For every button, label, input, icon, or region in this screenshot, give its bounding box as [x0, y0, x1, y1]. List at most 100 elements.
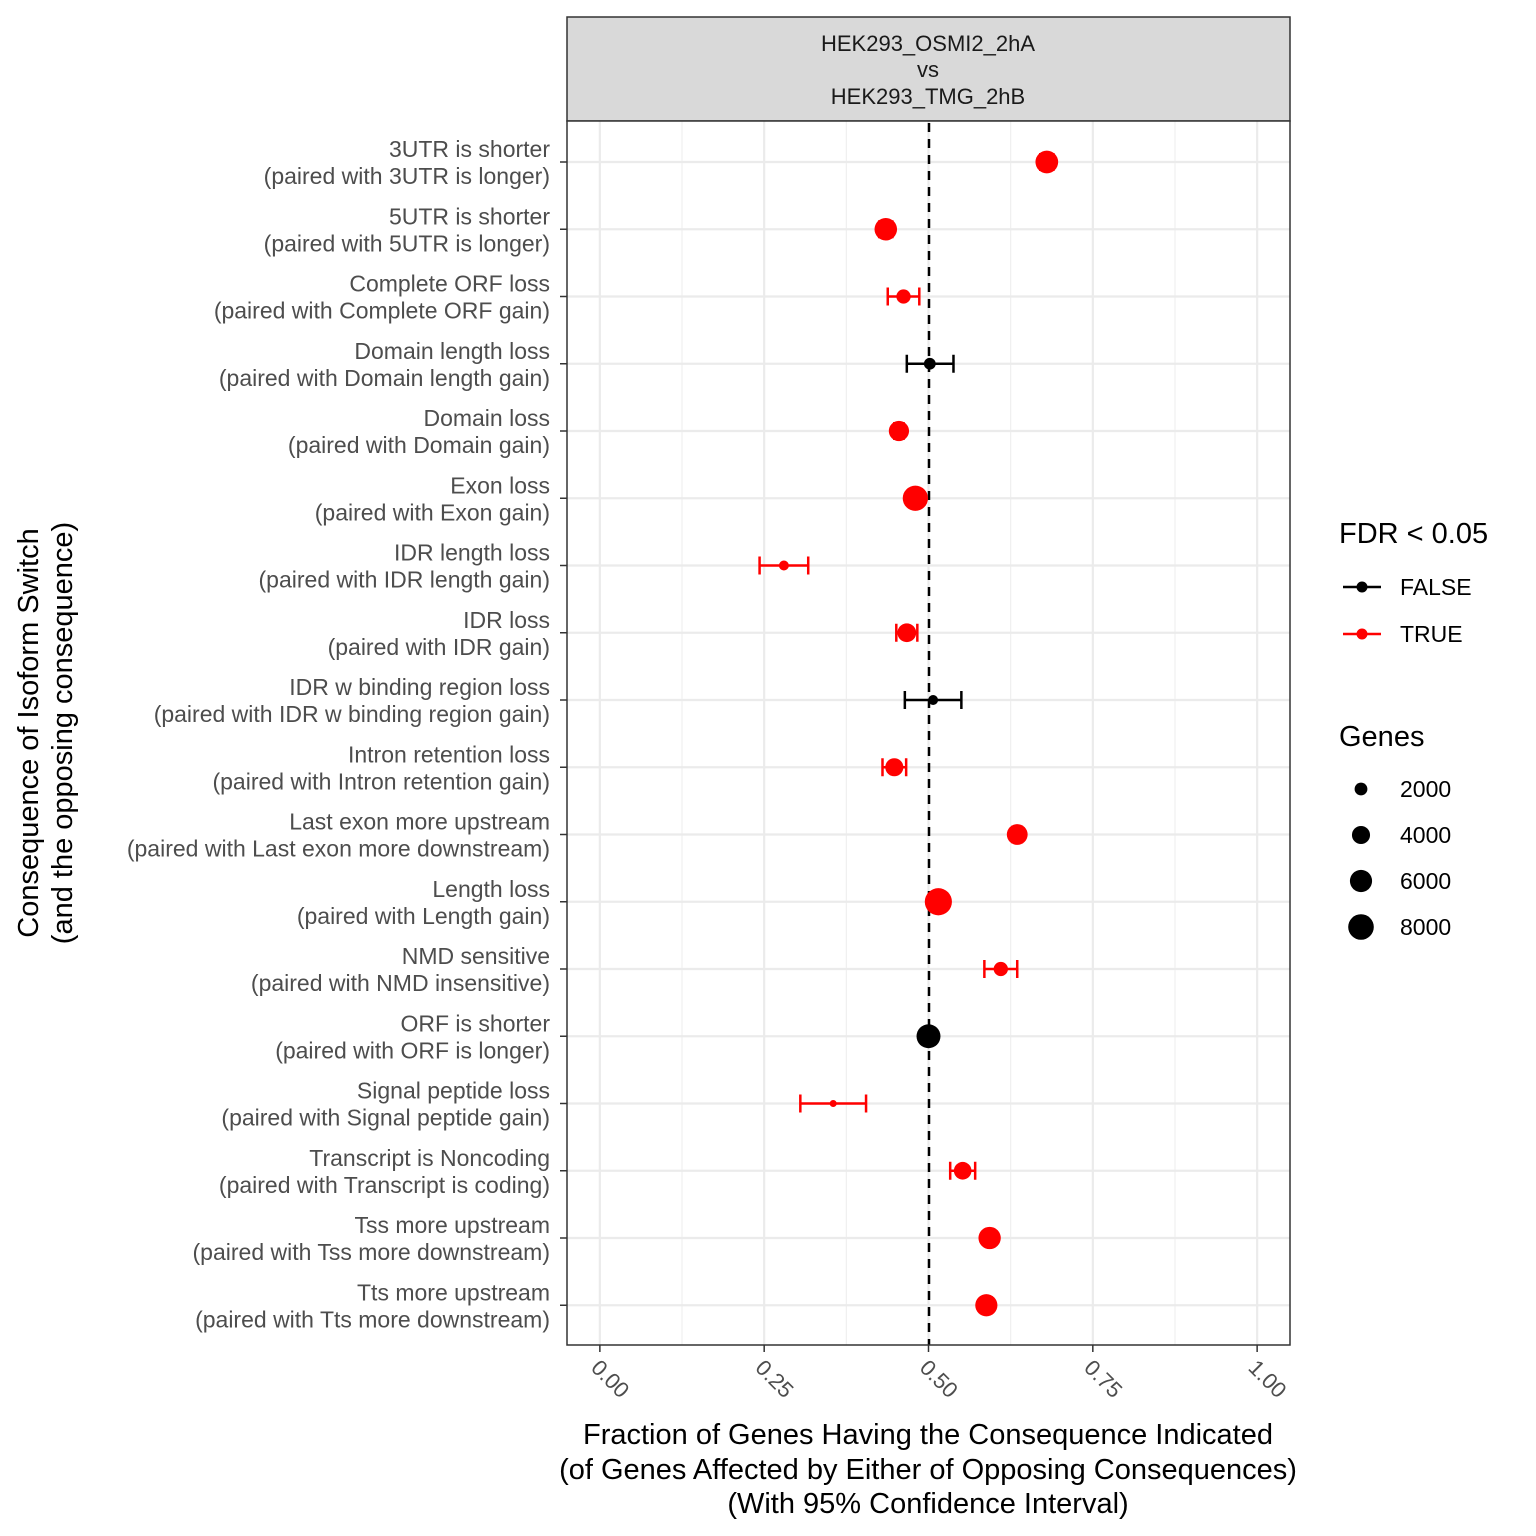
x-axis-title: Fraction of Genes Having the Consequence… — [559, 1419, 1297, 1520]
legend: FDR < 0.05 FALSE TRUE Genes 2000 4000 6000 8… — [1339, 518, 1488, 940]
legend-size-label: 4000 — [1400, 822, 1451, 848]
x-axis-title-line-1: Fraction of Genes Having the Consequence… — [583, 1419, 1273, 1451]
legend-color-key-point — [1356, 581, 1368, 593]
data-point — [902, 485, 928, 511]
data-point — [1035, 150, 1059, 174]
data-point — [916, 1024, 941, 1049]
category-sublabel: (paired with 3UTR is longer) — [264, 163, 550, 189]
facet-title-line-1: HEK293_OSMI2_2hA — [821, 31, 1035, 56]
data-point-group — [905, 354, 955, 373]
data-point — [975, 1294, 998, 1317]
category-label: IDR w binding region loss — [289, 674, 550, 700]
category-sublabel: (paired with Signal peptide gain) — [221, 1105, 550, 1131]
facet-strip: HEK293_OSMI2_2hA vs HEK293_TMG_2hB — [566, 16, 1291, 122]
category-sublabel: (paired with IDR gain) — [328, 634, 550, 660]
data-point-group — [1006, 824, 1028, 845]
legend-size-key-point — [1348, 914, 1374, 940]
y-axis-ticks: 3UTR is shorter(paired with 3UTR is long… — [127, 136, 567, 1332]
data-point-group — [978, 1226, 1001, 1250]
category-label: Domain length loss — [354, 338, 550, 364]
data-point-group — [888, 420, 910, 442]
legend-size-key-point — [1354, 782, 1368, 796]
legend-size-label: 8000 — [1400, 914, 1451, 940]
data-point — [874, 217, 898, 241]
legend-size-key-point — [1351, 825, 1371, 845]
category-label: Complete ORF loss — [349, 271, 550, 297]
data-point-group — [924, 888, 952, 916]
data-point — [829, 1099, 837, 1108]
category-label: IDR length loss — [394, 540, 550, 566]
legend-size-label: 2000 — [1400, 776, 1451, 802]
data-point-group — [975, 1294, 998, 1317]
data-point-group — [881, 758, 908, 777]
legend-size-title: Genes — [1339, 721, 1424, 753]
facet-strip-background — [566, 16, 1291, 122]
category-sublabel: (paired with Intron retention gain) — [212, 768, 550, 794]
category-sublabel: (paired with IDR w binding region gain) — [154, 701, 550, 727]
y-axis-title-line-2: (and the opposing consequence) — [47, 522, 79, 944]
category-sublabel: (paired with 5UTR is longer) — [264, 230, 550, 256]
category-sublabel: (paired with Exon gain) — [315, 499, 550, 525]
data-point-group — [758, 556, 810, 575]
x-axis-title-line-3: (With 95% Confidence Interval) — [727, 1488, 1128, 1520]
data-point — [923, 357, 936, 370]
category-label: IDR loss — [463, 607, 550, 633]
legend-color-entries: FALSE TRUE — [1343, 574, 1472, 647]
y-axis-title-line-1: Consequence of Isoform Switch — [13, 528, 45, 937]
facet-title-line-2: vs — [917, 57, 939, 82]
legend-size-label: 6000 — [1400, 868, 1451, 894]
data-point-group — [948, 1161, 977, 1180]
category-label: Last exon more upstream — [289, 809, 550, 835]
legend-color-key-point — [1356, 628, 1368, 640]
data-point-group — [916, 1024, 941, 1049]
data-point-group — [983, 960, 1019, 978]
category-label: NMD sensitive — [402, 943, 550, 969]
legend-size-entries: 2000 4000 6000 8000 — [1348, 776, 1451, 940]
category-label: Length loss — [432, 876, 550, 902]
category-label: 3UTR is shorter — [389, 136, 550, 162]
category-sublabel: (paired with NMD insensitive) — [251, 970, 550, 996]
category-sublabel: (paired with Complete ORF gain) — [214, 298, 550, 324]
data-point-group — [886, 287, 921, 306]
data-point-group — [1035, 150, 1059, 174]
category-label: Tss more upstream — [354, 1212, 550, 1238]
data-marks — [758, 150, 1059, 1317]
data-point — [953, 1161, 972, 1180]
data-point — [1006, 824, 1028, 845]
data-point-group — [874, 217, 898, 241]
legend-color-label: TRUE — [1400, 621, 1463, 647]
category-label: ORF is shorter — [400, 1010, 550, 1036]
category-label: 5UTR is shorter — [389, 203, 550, 229]
category-label: Signal peptide loss — [357, 1078, 550, 1104]
x-axis-title-line-2: (of Genes Affected by Either of Opposing… — [559, 1454, 1297, 1486]
data-point-group — [799, 1094, 868, 1113]
category-sublabel: (paired with Tts more downstream) — [195, 1306, 550, 1332]
y-axis-title: Consequence of Isoform Switch (and the o… — [13, 522, 79, 944]
legend-size-key-point — [1349, 869, 1373, 893]
data-point — [993, 961, 1008, 977]
legend-color-label: FALSE — [1400, 574, 1472, 600]
category-sublabel: (paired with ORF is longer) — [275, 1037, 550, 1063]
category-label: Transcript is Noncoding — [309, 1145, 550, 1171]
data-point — [896, 289, 911, 304]
category-sublabel: (paired with Last exon more downstream) — [127, 836, 550, 862]
legend-color-title: FDR < 0.05 — [1339, 518, 1488, 550]
data-point — [928, 695, 939, 705]
data-point — [885, 758, 904, 777]
category-sublabel: (paired with IDR length gain) — [259, 567, 550, 593]
data-point-group — [895, 623, 919, 643]
category-sublabel: (paired with Transcript is coding) — [219, 1172, 550, 1198]
category-label: Domain loss — [423, 405, 550, 431]
category-sublabel: (paired with Tss more downstream) — [193, 1239, 550, 1265]
data-point — [888, 420, 910, 442]
data-point — [924, 888, 952, 916]
category-label: Intron retention loss — [348, 741, 550, 767]
data-point-group — [902, 485, 928, 511]
category-label: Exon loss — [450, 472, 550, 498]
category-label: Tts more upstream — [357, 1279, 550, 1305]
category-sublabel: (paired with Length gain) — [297, 903, 550, 929]
category-sublabel: (paired with Domain gain) — [288, 432, 550, 458]
data-point — [778, 560, 789, 571]
category-sublabel: (paired with Domain length gain) — [219, 365, 550, 391]
